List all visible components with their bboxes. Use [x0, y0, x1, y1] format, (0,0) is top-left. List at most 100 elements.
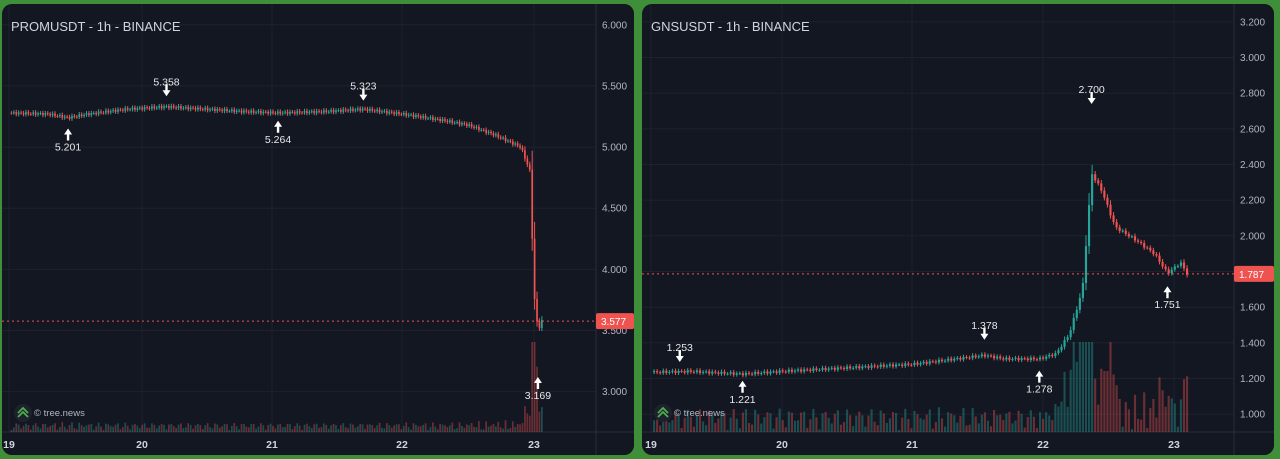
volume-bar	[885, 422, 888, 432]
candle-body	[376, 109, 379, 112]
volume-bar	[996, 415, 999, 432]
volume-bar	[458, 422, 461, 432]
candle-body	[1146, 247, 1149, 249]
candle-body	[277, 111, 279, 114]
volume-bar	[901, 417, 904, 432]
candle-body	[49, 113, 52, 116]
candle-body	[1186, 268, 1189, 275]
candle-body	[1035, 359, 1039, 361]
candle-body	[1130, 236, 1134, 238]
candle-body	[90, 112, 93, 116]
volume-bar	[349, 423, 352, 432]
volume-bar	[366, 424, 369, 432]
volume-bar	[32, 425, 35, 432]
y-tick-label: 3.000	[1240, 53, 1265, 64]
candle-body	[279, 111, 282, 114]
candle-body	[27, 112, 30, 114]
volume-bar	[323, 423, 325, 432]
volume-bar	[833, 413, 836, 432]
candle-body	[371, 108, 374, 111]
gnsusdt-chart[interactable]: 3.2003.0002.8002.6002.4002.2002.0001.800…	[642, 4, 1274, 455]
volume-bar	[342, 423, 345, 432]
volume-bar	[10, 429, 13, 432]
volume-bar	[1173, 403, 1176, 432]
volume-bar	[796, 420, 800, 432]
volume-bar	[1164, 406, 1167, 432]
candle-body	[412, 114, 415, 118]
annotation-label: 5.323	[350, 81, 376, 93]
candle-body	[146, 107, 148, 109]
volume-bar	[1020, 413, 1023, 432]
volume-bar	[296, 423, 299, 432]
candle-body	[141, 107, 144, 110]
annotation: 1.751	[1154, 286, 1181, 311]
chart-panel-gnsusdt[interactable]: 3.2003.0002.8002.6002.4002.2002.0001.800…	[642, 4, 1274, 455]
candle-body	[485, 129, 488, 133]
volume-bar	[806, 427, 809, 432]
candle-body	[916, 362, 919, 365]
volume-bar	[422, 424, 425, 432]
candle-body	[741, 373, 744, 376]
volume-bar	[815, 417, 818, 432]
volume-bar	[114, 424, 117, 432]
candle-body	[980, 354, 983, 357]
candle-body	[1087, 205, 1091, 247]
candle-body	[1020, 358, 1023, 361]
volume-bar	[337, 428, 340, 432]
volume-bar	[267, 424, 270, 432]
volume-bar	[1146, 427, 1149, 432]
candle-body	[702, 371, 705, 373]
volume-bar	[277, 424, 279, 432]
candle-body	[1038, 357, 1042, 360]
candle-body	[134, 107, 136, 110]
volume-bar	[531, 342, 534, 432]
candle-body	[708, 371, 711, 374]
volume-bar	[977, 423, 980, 432]
candle-body	[1121, 230, 1124, 232]
chart-panel-promusdt[interactable]: 6.000 5.500 5.000 4.500 4.000 3.500 3.000 19 20 2…	[2, 4, 634, 455]
candle-body	[281, 112, 284, 114]
volume-bar	[702, 421, 705, 432]
annotation: 5.323	[350, 81, 377, 101]
candle-body	[39, 113, 42, 115]
candle-body	[516, 143, 519, 146]
volume-bar	[891, 412, 895, 432]
volume-bar	[27, 425, 30, 432]
promusdt-chart[interactable]: 6.000 5.500 5.000 4.500 4.000 3.500 3.000 19 20 2…	[2, 4, 634, 455]
volume-bar	[141, 424, 144, 432]
volume-bar	[240, 424, 243, 432]
volume-bar	[1109, 342, 1112, 432]
candle-body	[180, 106, 182, 109]
volume-bar	[1170, 398, 1173, 432]
candle-body	[531, 169, 534, 239]
volume-bar	[102, 429, 105, 432]
volume-bar	[63, 426, 66, 432]
down-arrow-icon	[162, 84, 171, 97]
candle-body	[1164, 266, 1167, 270]
volume-bar	[499, 427, 502, 432]
candle-body	[223, 109, 226, 112]
volume-bar	[412, 423, 415, 432]
volume-bar	[61, 422, 64, 432]
annotation: 2.700	[1078, 84, 1105, 104]
candle-body	[197, 107, 199, 110]
candle-body	[310, 111, 313, 113]
tree-chevron-icon	[17, 406, 29, 418]
volume-bar	[344, 427, 347, 432]
volume-bar	[956, 422, 959, 432]
y-tick-label: 2.400	[1240, 160, 1265, 171]
volume-bar	[223, 423, 226, 432]
volume-bar	[274, 428, 277, 432]
volume-bar	[849, 415, 852, 432]
candle-body	[211, 108, 214, 110]
candle-body	[199, 107, 202, 110]
volume-bar	[533, 342, 536, 432]
volume-bar	[490, 425, 492, 432]
candle-body	[388, 111, 391, 114]
volume-bar	[1051, 419, 1054, 432]
volume-bar	[29, 429, 32, 432]
volume-bar	[44, 424, 47, 432]
volume-bar	[686, 409, 689, 432]
candle-body	[257, 111, 260, 113]
volume-bar	[983, 412, 986, 432]
